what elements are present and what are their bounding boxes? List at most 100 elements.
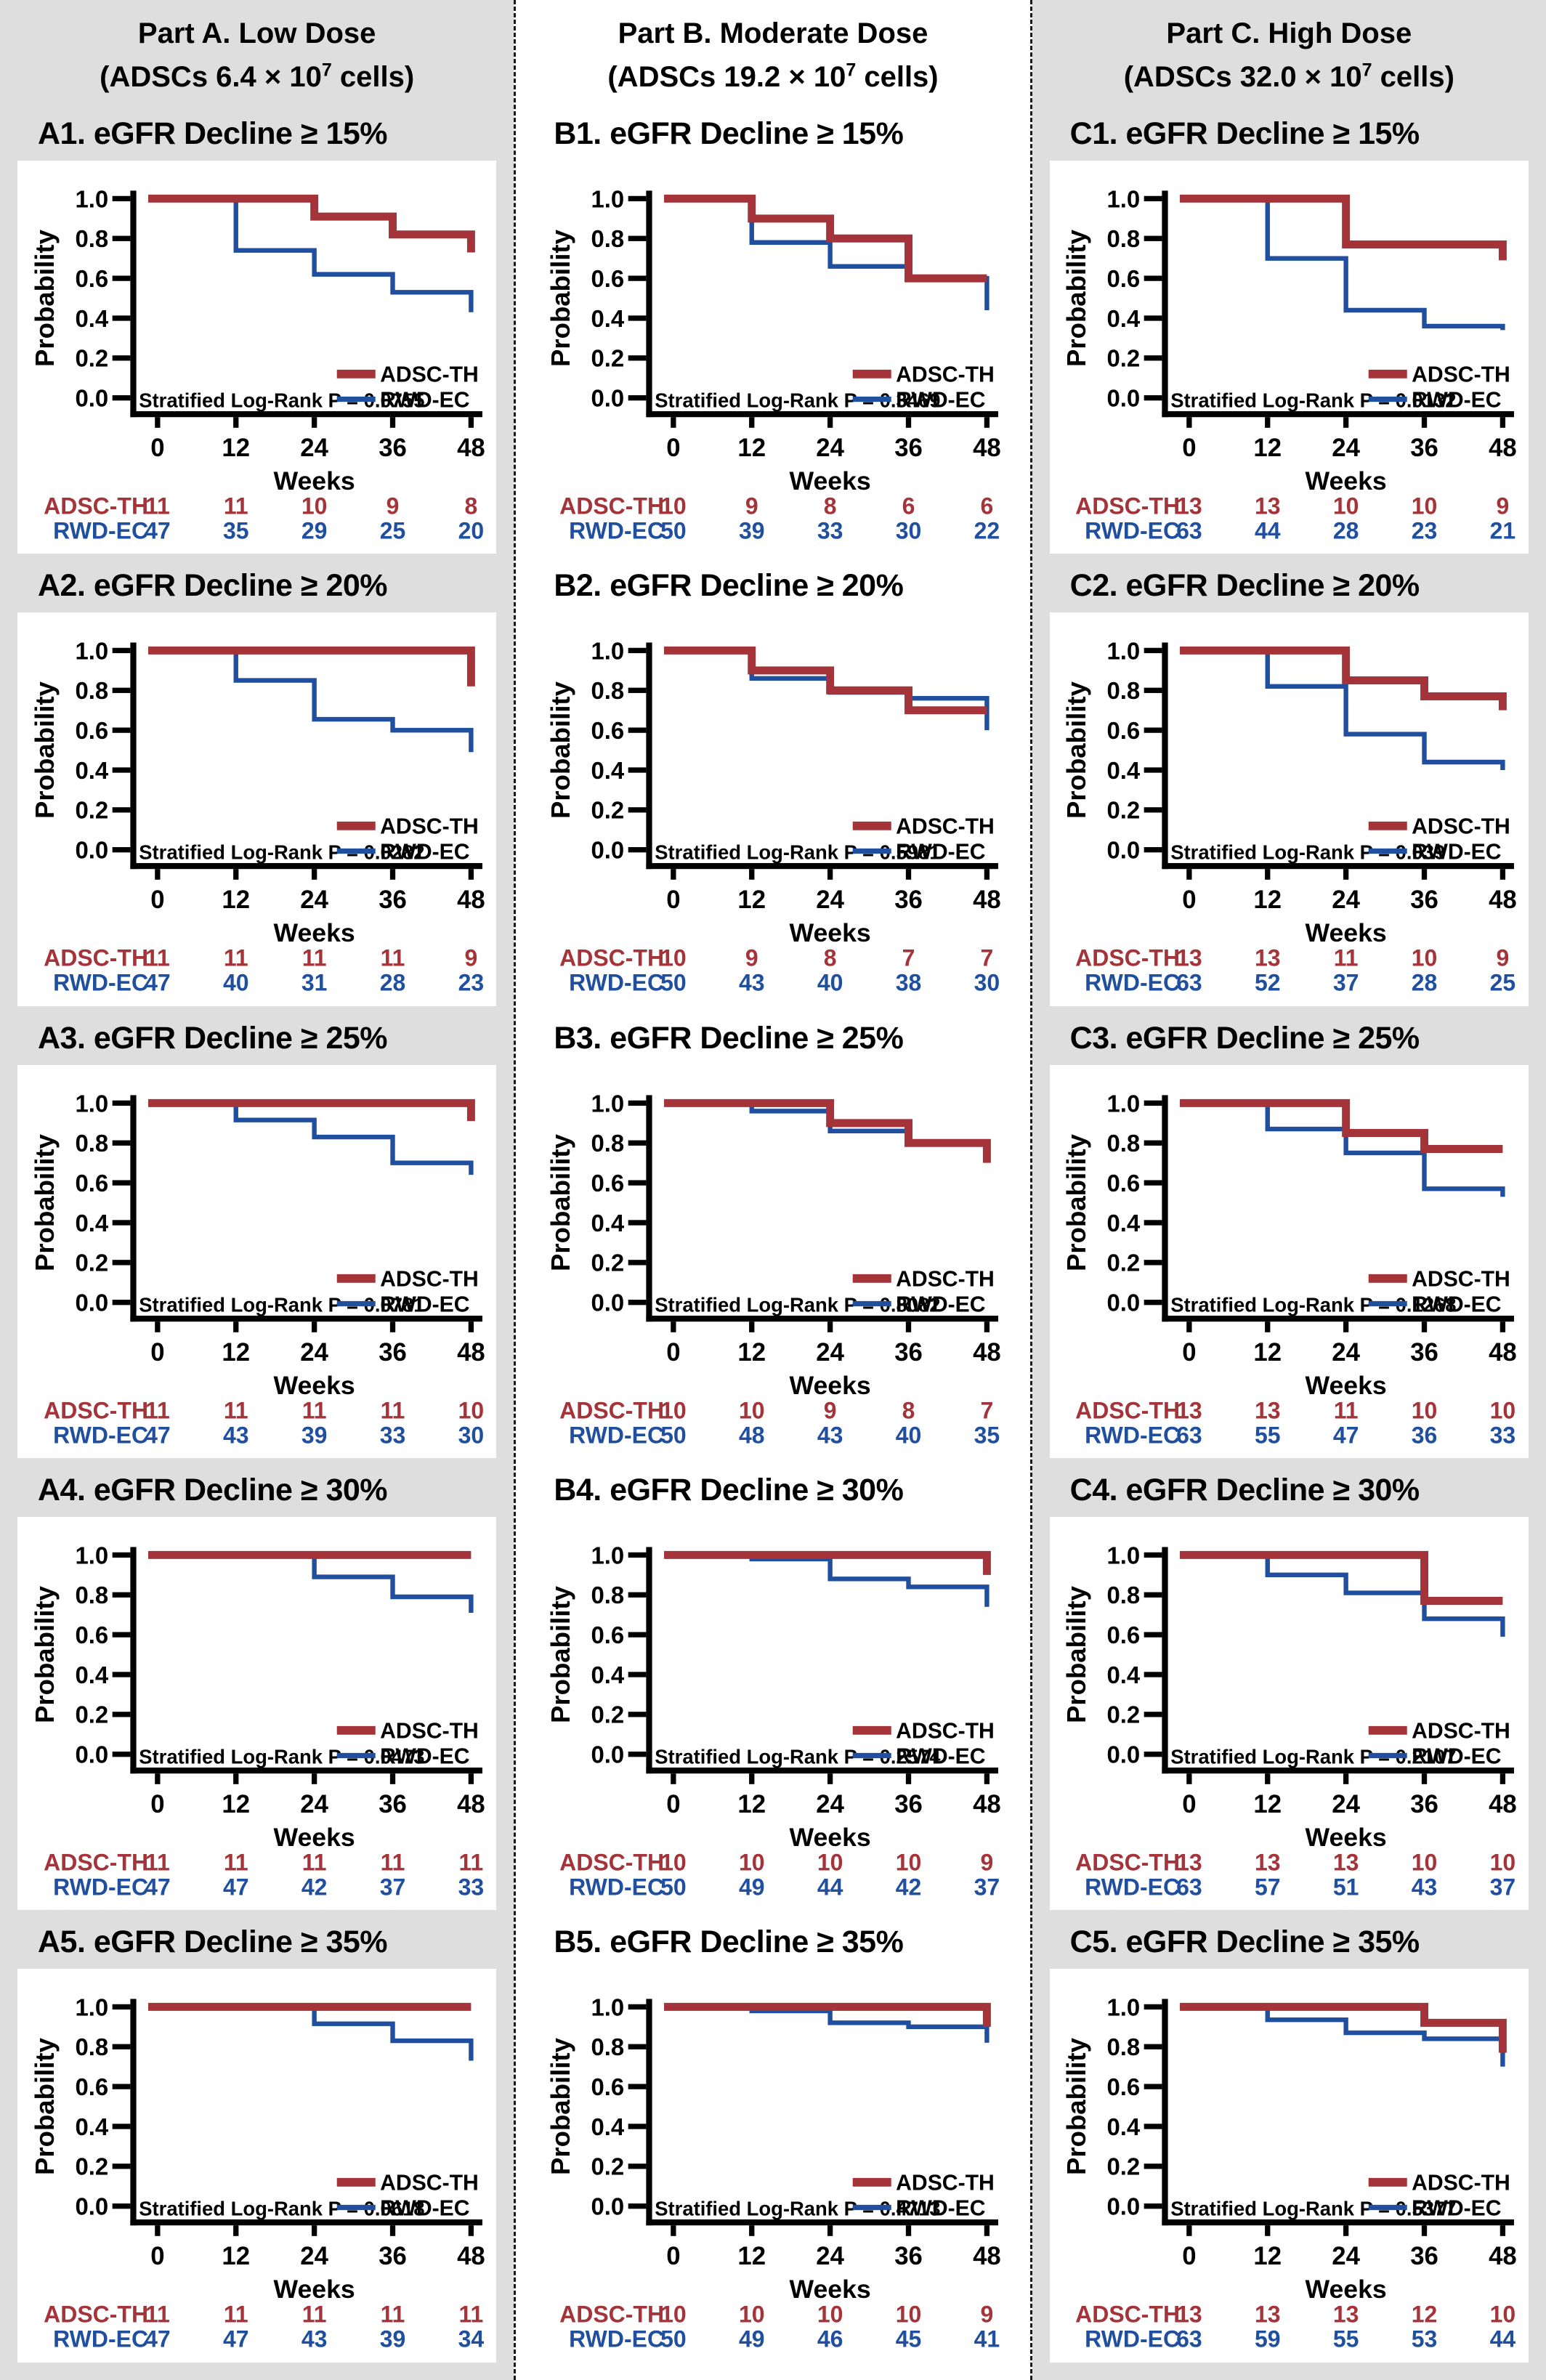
at-risk-value-adsc-th: 10	[660, 1397, 687, 1423]
y-tick-label: 0.6	[75, 265, 108, 292]
column-c-header: Part C. High Dose (ADSCs 32.0 × 107 cell…	[1032, 0, 1546, 102]
y-tick-label: 0.4	[1107, 1661, 1141, 1688]
p-value-label: Stratified Log-Rank P = 0.1268	[1171, 1293, 1457, 1316]
at-risk-label-rwd-ec: RWD-EC	[53, 518, 148, 544]
x-axis	[1162, 1767, 1515, 1774]
y-tick-label: 0.6	[591, 1170, 624, 1197]
y-tick	[112, 195, 131, 202]
y-tick-label: 0.6	[1107, 1170, 1141, 1197]
p-value-label: Stratified Log-Rank P = 0.3469	[655, 389, 940, 411]
y-tick-label: 0.8	[75, 1582, 108, 1608]
at-risk-label-rwd-ec: RWD-EC	[569, 970, 664, 996]
y-tick	[628, 315, 647, 321]
at-risk-value-rwd-ec: 43	[739, 970, 765, 996]
x-axis	[130, 863, 482, 870]
y-tick	[112, 807, 131, 813]
at-risk-label-adsc-th: ADSC-TH	[559, 493, 664, 519]
y-tick-label: 1.0	[591, 185, 624, 212]
panel-C3-card: Probability 1.0 0.8 0.6 0.4 0.2 0.0 0 12 24 36 48 We…	[1049, 1064, 1529, 1458]
x-tick	[468, 417, 474, 428]
legend-adsc-th-label: ADSC-TH	[1412, 1267, 1510, 1291]
x-tick-label: 36	[379, 2243, 407, 2270]
y-axis-label: Probability	[30, 1133, 60, 1271]
panel-B3: B3. eGFR Decline ≥ 25% Probability 1.0 0.8 0…	[516, 1021, 1029, 1458]
y-tick-label: 0.4	[75, 1661, 108, 1688]
at-risk-value-rwd-ec: 35	[223, 518, 249, 544]
panel-A4-title: A4. eGFR Decline ≥ 30%	[38, 1472, 388, 1507]
at-risk-value-rwd-ec: 40	[223, 970, 249, 996]
y-tick-label: 0.0	[591, 1289, 624, 1316]
y-tick-label: 0.8	[75, 2033, 108, 2060]
panel-B1: B1. eGFR Decline ≥ 15% Probability 1.0 0.8 0…	[516, 116, 1029, 554]
y-tick	[112, 1100, 131, 1106]
panel-B4-title: B4. eGFR Decline ≥ 30%	[554, 1472, 904, 1507]
at-risk-value-rwd-ec: 52	[1255, 970, 1281, 996]
y-tick	[112, 1632, 131, 1638]
column-c-header-dose: (ADSCs 32.0 × 107 cells)	[1123, 60, 1454, 93]
x-tick	[1422, 1321, 1428, 1332]
y-tick	[1144, 2124, 1162, 2129]
at-risk-value-adsc-th: 13	[1255, 945, 1281, 971]
rwd-ec-curve	[1180, 1553, 1505, 1637]
y-axis	[130, 1095, 137, 1321]
y-tick	[628, 1299, 647, 1305]
at-risk-value-adsc-th: 10	[660, 1850, 687, 1876]
y-tick	[628, 687, 647, 694]
y-tick-label: 0.8	[591, 1130, 624, 1157]
y-tick	[112, 1672, 131, 1677]
y-tick-label: 0.4	[591, 757, 624, 784]
y-tick	[1144, 2004, 1162, 2010]
at-risk-value-rwd-ec: 47	[1333, 1422, 1359, 1448]
y-tick-label: 0.0	[75, 1289, 108, 1316]
at-risk-label-adsc-th: ADSC-TH	[559, 945, 664, 971]
x-tick-label: 24	[300, 434, 328, 462]
x-tick-label: 0	[666, 1339, 680, 1367]
y-tick-label: 0.0	[75, 385, 108, 412]
y-tick-label: 0.0	[1107, 1741, 1141, 1768]
x-tick	[468, 2225, 474, 2237]
x-tick	[749, 1321, 755, 1332]
at-risk-value-rwd-ec: 20	[458, 518, 484, 544]
x-tick	[1343, 417, 1349, 428]
rwd-ec-curve	[147, 648, 474, 753]
at-risk-label-adsc-th: ADSC-TH	[559, 1397, 664, 1423]
x-axis	[646, 863, 998, 870]
x-tick	[1265, 2225, 1271, 2237]
adsc-th-curve	[664, 647, 987, 715]
at-risk-value-adsc-th: 10	[896, 2302, 922, 2328]
at-risk-value-rwd-ec: 43	[1412, 1874, 1438, 1900]
y-tick	[1144, 1100, 1162, 1106]
at-risk-label-adsc-th: ADSC-TH	[1075, 1397, 1180, 1423]
at-risk-value-adsc-th: 10	[739, 2302, 765, 2328]
at-risk-value-adsc-th: 10	[1412, 1397, 1438, 1423]
x-axis-label: Weeks	[1306, 918, 1387, 947]
panel-B5-chart: Probability 1.0 0.8 0.6 0.4 0.2 0.0 0 12 24 36 48 We…	[546, 1994, 1000, 2352]
legend-adsc-th-label: ADSC-TH	[1412, 815, 1510, 839]
y-tick	[628, 648, 647, 654]
x-axis	[130, 410, 482, 418]
y-tick-label: 1.0	[75, 638, 108, 665]
x-axis-label: Weeks	[789, 466, 870, 495]
x-tick-label: 36	[894, 1339, 923, 1367]
panel-A1-chart: Probability 1.0 0.8 0.6 0.4 0.2 0.0 0 12 24 36 48 We…	[30, 185, 485, 544]
y-tick-label: 0.6	[75, 1170, 108, 1197]
at-risk-value-rwd-ec: 63	[1176, 970, 1202, 996]
rwd-ec-curve	[147, 196, 474, 312]
at-risk-value-adsc-th: 10	[739, 1397, 765, 1423]
x-tick-label: 48	[1489, 1791, 1517, 1818]
at-risk-value-adsc-th: 13	[1255, 493, 1281, 519]
y-tick	[112, 1712, 131, 1717]
y-tick	[1144, 2084, 1162, 2090]
x-axis-label: Weeks	[273, 2275, 355, 2304]
y-tick	[628, 1672, 647, 1677]
panel-C1: C1. eGFR Decline ≥ 15% Probability 1.0 0.8 0…	[1032, 116, 1546, 554]
panel-B1-chart: Probability 1.0 0.8 0.6 0.4 0.2 0.0 0 12 24 36 48 We…	[546, 185, 1000, 543]
panel-C2-title: C2. eGFR Decline ≥ 20%	[1069, 568, 1420, 604]
y-tick	[628, 727, 647, 734]
at-risk-value-adsc-th: 10	[896, 1850, 922, 1876]
rwd-ec-curve	[1180, 2004, 1505, 2067]
at-risk-value-adsc-th: 9	[386, 493, 399, 519]
legend-rwd-ec-label: RWD-EC	[896, 1292, 985, 1316]
at-risk-value-adsc-th: 9	[1497, 945, 1510, 971]
at-risk-value-rwd-ec: 63	[1176, 1874, 1202, 1900]
